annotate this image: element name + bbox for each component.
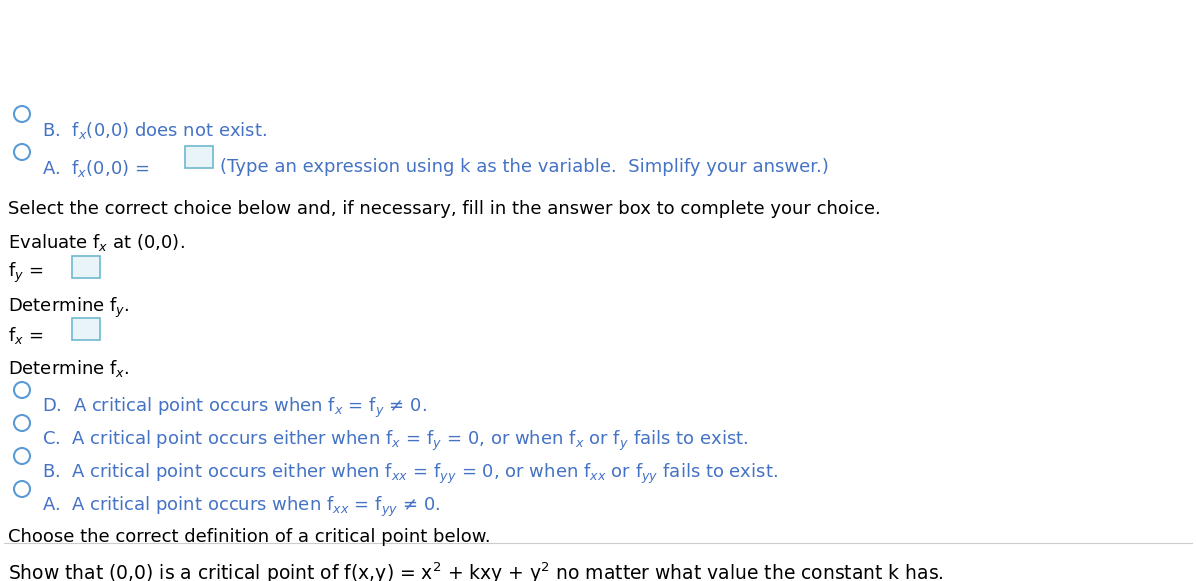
Text: Select the correct choice below and, if necessary, fill in the answer box to com: Select the correct choice below and, if … — [8, 200, 880, 218]
Text: D.  A critical point occurs when f$_x$ = f$_y$ ≠ 0.: D. A critical point occurs when f$_x$ = … — [42, 396, 427, 420]
FancyBboxPatch shape — [72, 256, 100, 278]
Text: Determine f$_x$.: Determine f$_x$. — [8, 358, 129, 379]
Text: Determine f$_y$.: Determine f$_y$. — [8, 296, 129, 320]
Text: A.  A critical point occurs when f$_{xx}$ = f$_{yy}$ ≠ 0.: A. A critical point occurs when f$_{xx}$… — [42, 495, 440, 519]
Text: B.  f$_x$(0,0) does not exist.: B. f$_x$(0,0) does not exist. — [42, 120, 267, 141]
Text: Choose the correct definition of a critical point below.: Choose the correct definition of a criti… — [8, 528, 490, 546]
Text: B.  A critical point occurs either when f$_{xx}$ = f$_{yy}$ = 0, or when f$_{xx}: B. A critical point occurs either when f… — [42, 462, 777, 486]
Text: C.  A critical point occurs either when f$_x$ = f$_y$ = 0, or when f$_x$ or f$_y: C. A critical point occurs either when f… — [42, 429, 749, 453]
Text: Show that (0,0) is a critical point of f(x,y) = x$^2$ + kxy + y$^2$ no matter wh: Show that (0,0) is a critical point of f… — [8, 560, 944, 581]
Text: f$_y$ =: f$_y$ = — [8, 261, 43, 285]
Text: A.  f$_x$(0,0) =: A. f$_x$(0,0) = — [42, 158, 150, 179]
FancyBboxPatch shape — [72, 318, 100, 340]
FancyBboxPatch shape — [185, 146, 213, 168]
Text: f$_x$ =: f$_x$ = — [8, 325, 43, 346]
Text: Evaluate f$_x$ at (0,0).: Evaluate f$_x$ at (0,0). — [8, 232, 184, 253]
Text: (Type an expression using k as the variable.  Simplify your answer.): (Type an expression using k as the varia… — [220, 158, 829, 176]
